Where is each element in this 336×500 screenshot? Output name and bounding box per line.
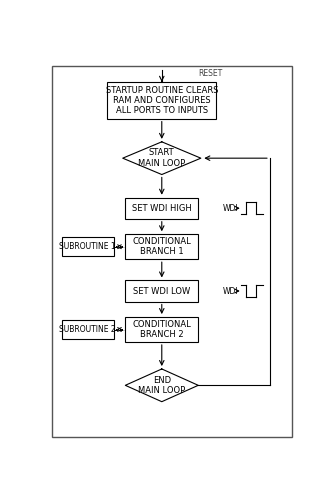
- Text: SET WDI HIGH: SET WDI HIGH: [132, 204, 192, 212]
- Text: SUBROUTINE 1: SUBROUTINE 1: [59, 242, 116, 251]
- Bar: [125, 280, 198, 301]
- Bar: [125, 198, 198, 219]
- Text: START
MAIN LOOP: START MAIN LOOP: [138, 148, 185, 168]
- Polygon shape: [125, 369, 198, 402]
- Text: WDI: WDI: [223, 204, 239, 212]
- Bar: [125, 317, 198, 342]
- Text: STARTUP ROUTINE CLEARS
RAM AND CONFIGURES
ALL PORTS TO INPUTS: STARTUP ROUTINE CLEARS RAM AND CONFIGURE…: [106, 86, 218, 116]
- Text: WDI: WDI: [223, 286, 239, 296]
- Bar: [125, 234, 198, 259]
- Bar: [107, 82, 216, 118]
- Text: SUBROUTINE 2: SUBROUTINE 2: [59, 325, 116, 334]
- Bar: [61, 320, 114, 339]
- Text: SET WDI LOW: SET WDI LOW: [133, 286, 191, 296]
- Text: END
MAIN LOOP: END MAIN LOOP: [138, 376, 185, 395]
- Text: RESET: RESET: [198, 68, 222, 78]
- Bar: [61, 237, 114, 256]
- Text: CONDITIONAL
BRANCH 2: CONDITIONAL BRANCH 2: [132, 320, 191, 339]
- Polygon shape: [123, 142, 201, 174]
- Text: CONDITIONAL
BRANCH 1: CONDITIONAL BRANCH 1: [132, 237, 191, 256]
